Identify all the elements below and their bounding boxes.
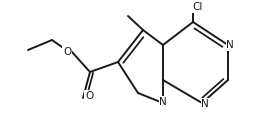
Text: O: O	[63, 47, 71, 57]
Text: O: O	[85, 91, 93, 101]
Text: N: N	[226, 40, 234, 50]
Text: Cl: Cl	[193, 2, 203, 12]
Text: N: N	[159, 97, 167, 107]
Text: N: N	[201, 99, 209, 109]
